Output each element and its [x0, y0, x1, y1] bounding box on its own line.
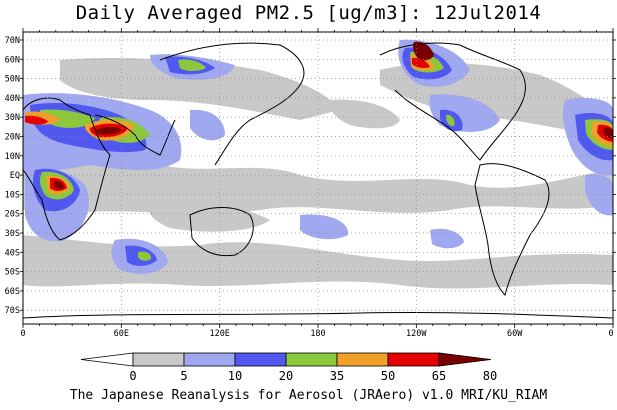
- lat-label: 60N: [5, 55, 20, 65]
- lat-label: 50N: [5, 75, 20, 85]
- axis-ticks: [20, 28, 616, 328]
- lat-label: 50S: [5, 268, 20, 278]
- colorbar-segment: [387, 352, 440, 367]
- colorbar-label: 80: [483, 369, 497, 383]
- colorbar-label: 10: [228, 369, 242, 383]
- lat-label: 20N: [5, 133, 20, 143]
- lat-label: EQ: [10, 171, 20, 181]
- colorbar-low-arrow: [80, 352, 134, 367]
- map-title: Daily Averaged PM2.5 [ug/m3]: 12Jul2014: [75, 2, 542, 24]
- lat-label: 30N: [5, 113, 20, 123]
- colorbar: [80, 352, 492, 367]
- lon-label: 0: [608, 329, 613, 339]
- band-80-plus: [54, 41, 613, 190]
- colorbar-segment: [336, 352, 389, 367]
- colorbar-label: 35: [330, 369, 344, 383]
- lon-axis-labels: 0 60E 120E 180 120W 60W 0: [20, 329, 613, 339]
- lat-label: 30S: [5, 229, 20, 239]
- colorbar-segment: [234, 352, 287, 367]
- lat-label: 60S: [5, 287, 20, 297]
- lon-label: 120E: [209, 329, 229, 339]
- colorbar-segment: [285, 352, 338, 367]
- lat-label: 40S: [5, 248, 20, 258]
- credit-line: The Japanese Reanalysis for Aerosol (JRA…: [69, 388, 548, 403]
- lon-label: 60W: [507, 329, 523, 339]
- lon-label: 60E: [114, 329, 129, 339]
- lon-label: 120W: [406, 329, 427, 339]
- colorbar-label: 5: [180, 369, 187, 383]
- lat-label: 10N: [5, 152, 20, 162]
- lat-label: 70N: [5, 36, 20, 46]
- colorbar-segment: [132, 352, 185, 367]
- colorbar-labels: 0 5 10 20 35 50 65 80: [129, 369, 497, 383]
- concentration-field: [23, 32, 613, 324]
- lon-label: 180: [310, 329, 325, 339]
- lon-label: 0: [20, 329, 25, 339]
- colorbar-label: 0: [129, 369, 136, 383]
- colorbar-high-arrow: [438, 352, 492, 367]
- graticule: [23, 32, 613, 324]
- colorbar-segment: [183, 352, 236, 367]
- lat-label: 40N: [5, 94, 20, 104]
- lat-label: 70S: [5, 306, 20, 316]
- colorbar-label: 20: [279, 369, 293, 383]
- lat-label: 10S: [5, 190, 20, 200]
- lat-label: 20S: [5, 210, 20, 220]
- lat-axis-labels: 70N 60N 50N 40N 30N 20N 10N EQ 10S 20S 3…: [5, 36, 20, 316]
- colorbar-label: 50: [381, 369, 395, 383]
- coastlines: [23, 42, 613, 319]
- colorbar-label: 65: [432, 369, 446, 383]
